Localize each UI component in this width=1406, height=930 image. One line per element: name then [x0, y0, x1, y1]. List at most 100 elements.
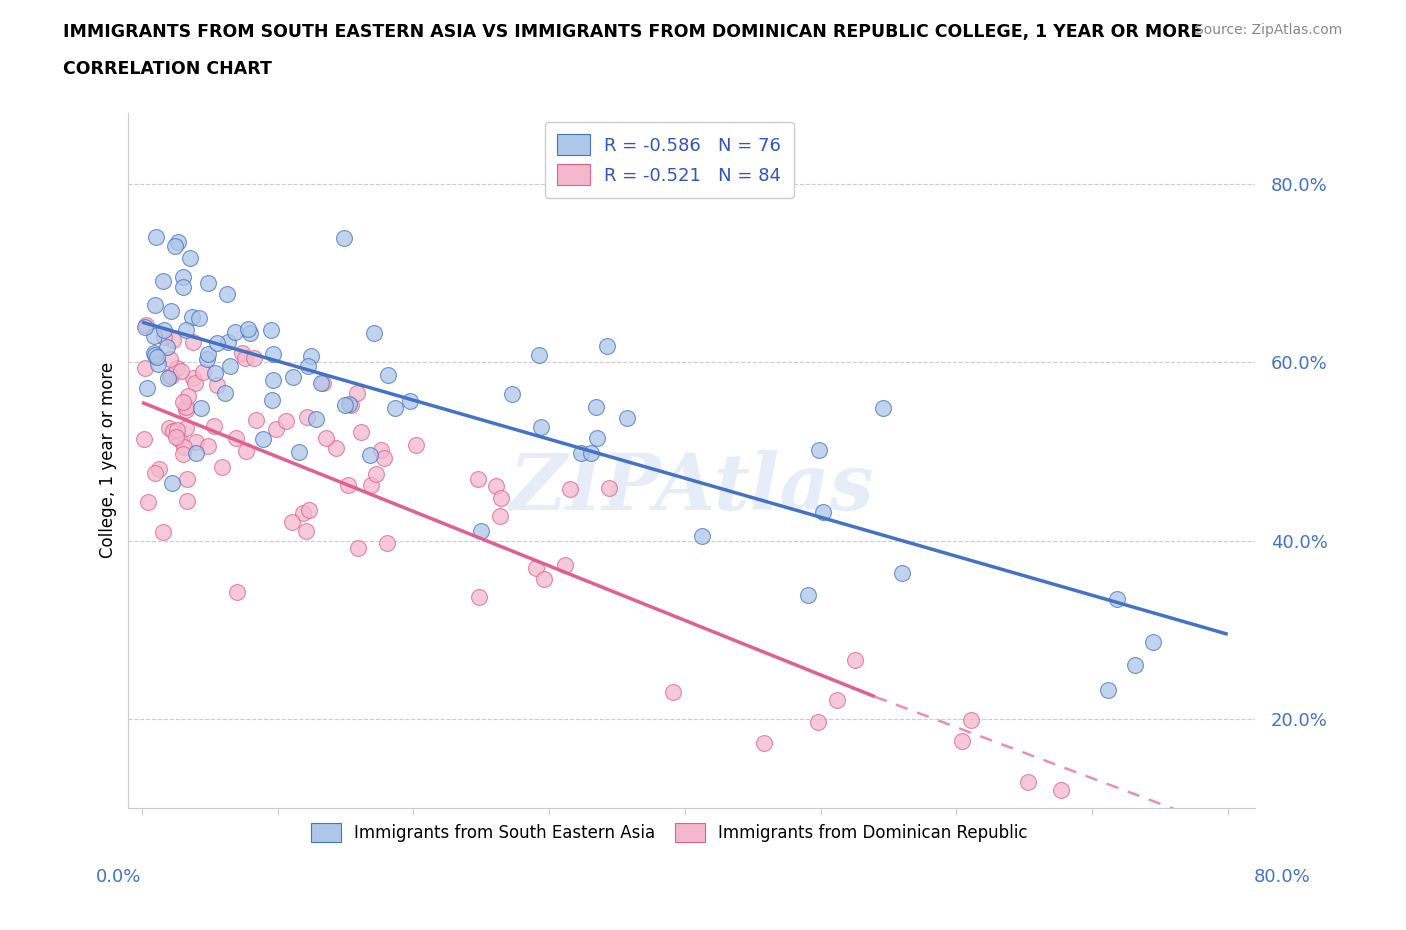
Point [167, 432, 190, 446]
Point [197, 346, 219, 361]
Point [1123, 658, 1146, 672]
Point [346, 541, 368, 556]
Point [1017, 774, 1039, 789]
Point [160, 368, 183, 383]
Point [305, 411, 328, 426]
Point [166, 361, 188, 376]
Point [197, 439, 219, 454]
Point [489, 509, 512, 524]
Point [225, 431, 247, 445]
Text: ZIPAtlas: ZIPAtlas [509, 450, 875, 526]
Point [181, 310, 204, 325]
Point [262, 347, 284, 362]
Point [166, 422, 188, 437]
Point [142, 346, 165, 361]
Point [405, 438, 427, 453]
Point [132, 432, 155, 446]
Point [312, 375, 335, 390]
Point [159, 369, 181, 384]
Point [162, 423, 184, 438]
Point [281, 514, 304, 529]
Point [960, 712, 983, 727]
Point [243, 351, 266, 365]
Y-axis label: College, 1 year or more: College, 1 year or more [100, 363, 117, 558]
Point [145, 230, 167, 245]
Point [370, 442, 392, 457]
Point [297, 359, 319, 374]
Point [152, 525, 174, 539]
Point [377, 368, 399, 383]
Point [359, 448, 381, 463]
Point [598, 480, 620, 495]
Point [184, 376, 207, 391]
Point [177, 389, 200, 404]
Point [135, 317, 157, 332]
Point [172, 446, 194, 461]
Point [807, 715, 830, 730]
Point [470, 524, 492, 538]
Point [153, 330, 176, 345]
Point [569, 445, 592, 460]
Point [309, 376, 332, 391]
Point [346, 386, 368, 401]
Point [197, 275, 219, 290]
Point [152, 323, 174, 338]
Point [224, 325, 246, 339]
Point [134, 320, 156, 335]
Point [797, 588, 820, 603]
Point [950, 733, 973, 748]
Point [167, 234, 190, 249]
Point [1142, 634, 1164, 649]
Point [190, 401, 212, 416]
Point [325, 441, 347, 456]
Point [172, 280, 194, 295]
Point [554, 557, 576, 572]
Point [266, 421, 288, 436]
Point [138, 495, 160, 510]
Point [146, 356, 169, 371]
Point [872, 401, 894, 416]
Point [596, 339, 619, 354]
Point [585, 431, 607, 445]
Point [205, 336, 228, 351]
Point [176, 472, 198, 486]
Point [260, 322, 283, 337]
Point [844, 653, 866, 668]
Point [146, 350, 169, 365]
Point [173, 440, 195, 455]
Point [163, 238, 186, 253]
Point [160, 475, 183, 490]
Point [890, 565, 912, 580]
Point [363, 326, 385, 340]
Point [159, 352, 181, 366]
Point [152, 273, 174, 288]
Point [527, 348, 550, 363]
Point [172, 394, 194, 409]
Point [827, 692, 849, 707]
Point [291, 505, 314, 520]
Point [333, 397, 356, 412]
Point [262, 372, 284, 387]
Point [350, 425, 373, 440]
Point [148, 462, 170, 477]
Point [170, 364, 193, 379]
Text: 0.0%: 0.0% [96, 868, 141, 885]
Point [143, 348, 166, 363]
Point [579, 445, 602, 460]
Point [288, 445, 311, 459]
Point [373, 451, 395, 466]
Point [176, 399, 198, 414]
Point [485, 478, 508, 493]
Point [235, 444, 257, 458]
Point [333, 230, 356, 245]
Point [239, 326, 262, 340]
Point [661, 684, 683, 699]
Point [172, 270, 194, 285]
Text: CORRELATION CHART: CORRELATION CHART [63, 60, 273, 78]
Point [337, 397, 360, 412]
Point [157, 371, 180, 386]
Point [176, 322, 198, 337]
Point [184, 434, 207, 449]
Point [364, 466, 387, 481]
Point [218, 359, 240, 374]
